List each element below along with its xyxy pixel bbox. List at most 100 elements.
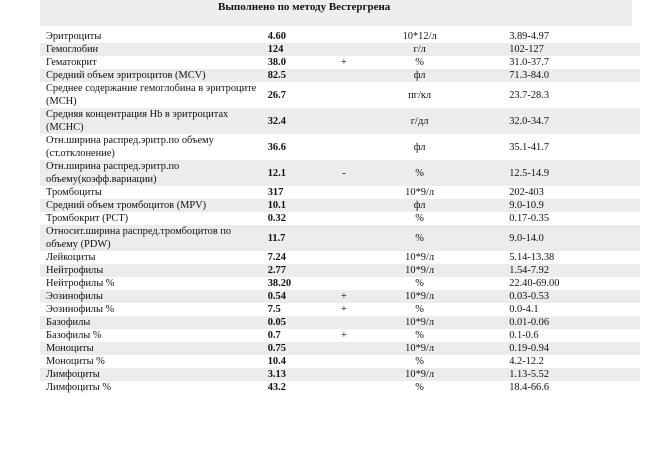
table-row: Моноциты % 10.4% 4.2-12.2 bbox=[40, 355, 640, 368]
table-row: Отн.ширина распред.эритр.по объему (ст.о… bbox=[40, 134, 640, 160]
unit-cell: фл bbox=[364, 69, 476, 82]
table-row: Тромбокрит (PCT) 0.32% 0.17-0.35 bbox=[40, 212, 640, 225]
result-value-cell: 4.60 bbox=[267, 31, 286, 42]
results-table: Эритроциты 4.60 10*12/л 3.89-4.97 Гемоглобин… bbox=[40, 30, 640, 394]
unit-cell: 10*12/л bbox=[402, 31, 437, 42]
result-value-cell: 38.20 bbox=[267, 278, 292, 289]
reference-range-cell: 0.03-0.53 bbox=[475, 290, 640, 303]
deviation-flag-cell bbox=[324, 251, 364, 264]
deviation-flag-cell: + bbox=[323, 290, 365, 303]
unit-cell: 10*9/л bbox=[364, 264, 476, 277]
deviation-flag-cell bbox=[324, 355, 364, 368]
table-row: Средний объем эритроцитов (MCV) 82.5 фл 71.… bbox=[40, 69, 640, 82]
deviation-flag-cell bbox=[324, 381, 364, 394]
table-row: Относит.ширина распред.тромбоцитов по об… bbox=[40, 225, 640, 251]
result-value-cell: 0.32 bbox=[267, 213, 286, 224]
reference-range-cell: 18.4-66.6 bbox=[509, 382, 550, 393]
table-row: Моноциты 0.75 10*9/л 0.19-0.94 bbox=[40, 342, 640, 355]
test-name-cell: Базофилы bbox=[40, 316, 264, 329]
result-value-cell: 38.0 bbox=[267, 57, 286, 68]
table-row: Среднее содержание гемоглобина в эритроц… bbox=[40, 82, 640, 108]
unit-cell: фл bbox=[364, 199, 476, 212]
unit-cell: % bbox=[415, 57, 424, 68]
reference-range-cell: 1.54-7.92 bbox=[475, 264, 640, 277]
test-name-cell: Лимфоциты bbox=[40, 368, 264, 381]
reference-range-cell: 4.2-12.2 bbox=[509, 356, 544, 367]
reference-range-cell: 0.17-0.35 bbox=[509, 213, 550, 224]
reference-range-cell: 31.0-37.7 bbox=[509, 57, 550, 68]
table-row: Эозинофилы 0.54 +10*9/л 0.03-0.53 bbox=[40, 290, 640, 303]
deviation-flag-cell: + bbox=[341, 330, 347, 341]
result-value-cell: 0.54 bbox=[263, 290, 324, 303]
deviation-flag-cell bbox=[323, 368, 365, 381]
table-row: Средняя концентрация Hb в эритроцитах (M… bbox=[40, 108, 640, 134]
unit-cell: % bbox=[415, 330, 424, 341]
table-row: Гематокрит 38.0 +% 31.0-37.7 bbox=[40, 56, 640, 69]
reference-range-cell: 35.1-41.7 bbox=[509, 141, 550, 153]
results-table-container: Эритроциты 4.60 10*12/л 3.89-4.97 Гемоглобин… bbox=[40, 30, 640, 394]
test-name-cell: Гематокрит bbox=[46, 57, 97, 68]
deviation-flag-cell bbox=[323, 264, 365, 277]
deviation-flag-cell bbox=[324, 212, 364, 225]
result-value-cell: 2.77 bbox=[263, 264, 324, 277]
deviation-flag-cell bbox=[323, 225, 365, 251]
unit-cell: г/дл bbox=[364, 108, 476, 134]
unit-cell: фл bbox=[413, 141, 426, 153]
test-name-cell: Эозинофилы % bbox=[46, 304, 115, 315]
test-name-cell: Эритроциты bbox=[46, 31, 102, 42]
test-name-cell: Лейкоциты bbox=[46, 252, 96, 263]
test-name-cell: Нейтрофилы % bbox=[46, 278, 115, 289]
test-name-cell: Тромбоциты bbox=[46, 187, 102, 198]
result-value-cell: 3.13 bbox=[263, 368, 324, 381]
deviation-flag-cell bbox=[324, 134, 364, 160]
deviation-flag-cell bbox=[323, 199, 365, 212]
result-value-cell: 10.1 bbox=[263, 199, 324, 212]
unit-cell: 10*9/л bbox=[364, 368, 476, 381]
test-name-cell: Моноциты bbox=[40, 342, 264, 355]
table-row: Тромбоциты 317 10*9/л 202-403 bbox=[40, 186, 640, 199]
unit-cell: 10*9/л bbox=[405, 252, 435, 263]
results-table-body: Эритроциты 4.60 10*12/л 3.89-4.97 Гемоглобин… bbox=[40, 30, 640, 394]
result-value-cell: 0.75 bbox=[263, 342, 324, 355]
unit-cell: % bbox=[415, 213, 424, 224]
table-row: Средний объем тромбоцитов (MPV) 10.1 фл 9.0… bbox=[40, 199, 640, 212]
result-value-cell: 43.2 bbox=[267, 382, 286, 393]
deviation-flag-cell bbox=[324, 30, 364, 43]
unit-cell: % bbox=[415, 356, 424, 367]
table-row: Нейтрофилы % 38.20% 22.40-69.00 bbox=[40, 277, 640, 290]
result-value-cell: 11.7 bbox=[263, 225, 324, 251]
table-row: Базофилы 0.05 10*9/л 0.01-0.06 bbox=[40, 316, 640, 329]
test-name-cell: Эозинофилы bbox=[40, 290, 264, 303]
test-name-cell: Лимфоциты % bbox=[46, 382, 112, 393]
deviation-flag-cell bbox=[323, 43, 365, 56]
reference-range-cell: 22.40-69.00 bbox=[509, 278, 560, 289]
reference-range-cell: 202-403 bbox=[509, 187, 544, 198]
test-name-cell: Отн.ширина распред.эритр.по объему (ст.о… bbox=[46, 135, 214, 159]
deviation-flag-cell: + bbox=[341, 304, 347, 315]
test-name-cell: Средняя концентрация Hb в эритроцитах (M… bbox=[40, 108, 264, 134]
test-name-cell: Относит.ширина распред.тромбоцитов по об… bbox=[40, 225, 264, 251]
table-row: Отн.ширина распред.эритр.по объему(коэфф… bbox=[40, 160, 640, 186]
table-row: Эозинофилы % 7.5 +% 0.0-4.1 bbox=[40, 303, 640, 316]
reference-range-cell: 12.5-14.9 bbox=[475, 160, 640, 186]
table-row: Гемоглобин 124 г/л 102-127 bbox=[40, 43, 640, 56]
unit-cell: 10*9/л bbox=[364, 342, 476, 355]
table-row: Эритроциты 4.60 10*12/л 3.89-4.97 bbox=[40, 30, 640, 43]
table-row: Нейтрофилы 2.77 10*9/л 1.54-7.92 bbox=[40, 264, 640, 277]
test-name-cell: Отн.ширина распред.эритр.по объему(коэфф… bbox=[40, 160, 264, 186]
table-row: Лимфоциты 3.13 10*9/л 1.13-5.52 bbox=[40, 368, 640, 381]
method-title: Выполнено по методу Вестергрена bbox=[218, 1, 391, 13]
result-value-cell: 32.4 bbox=[263, 108, 324, 134]
unit-cell: г/л bbox=[364, 43, 476, 56]
deviation-flag-cell bbox=[323, 342, 365, 355]
reference-range-cell: 1.13-5.52 bbox=[475, 368, 640, 381]
test-name-cell: Среднее содержание гемоглобина в эритроц… bbox=[46, 83, 257, 107]
unit-cell: 10*9/л bbox=[364, 290, 476, 303]
unit-cell: 10*9/л bbox=[364, 316, 476, 329]
reference-range-cell: 0.01-0.06 bbox=[475, 316, 640, 329]
result-value-cell: 7.24 bbox=[267, 252, 286, 263]
reference-range-cell: 0.19-0.94 bbox=[475, 342, 640, 355]
unit-cell: % bbox=[364, 225, 476, 251]
deviation-flag-cell bbox=[323, 108, 365, 134]
result-value-cell: 7.5 bbox=[267, 304, 281, 315]
